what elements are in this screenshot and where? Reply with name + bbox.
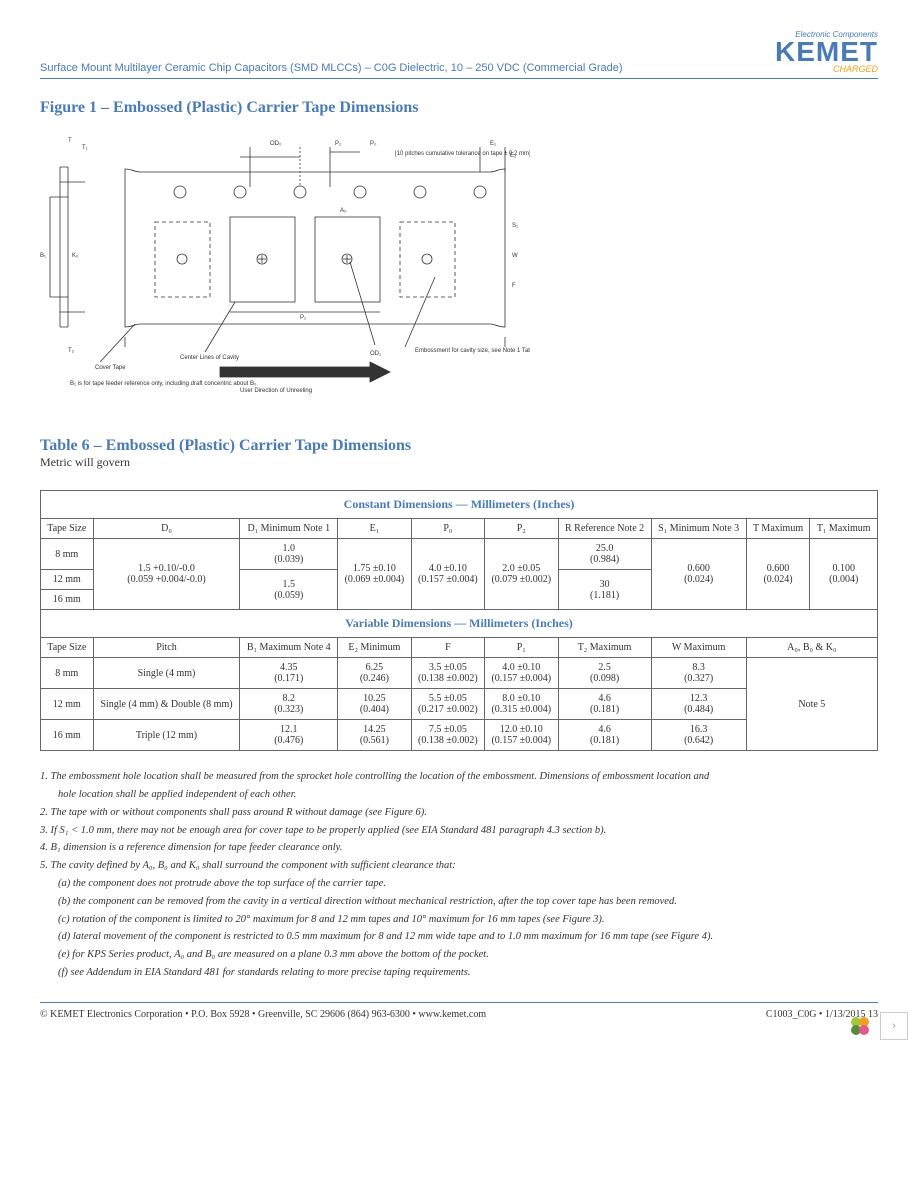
svg-text:P₁: P₁ <box>300 315 306 321</box>
note-4: 4. B₁ dimension is a reference dimension… <box>40 840 878 857</box>
next-page-button[interactable]: › <box>880 1012 908 1040</box>
svg-text:OD₀: OD₀ <box>270 141 282 147</box>
note-5: 5. The cavity defined by A₀, B₀ and K₀ s… <box>40 858 878 875</box>
footnotes: 1. The embossment hole location shall be… <box>40 769 878 982</box>
tape-diagram: TT₁ OD₀P₂P₀ [10 pitches cumulative toler… <box>40 127 530 407</box>
page-nav: › <box>848 1012 908 1040</box>
svg-text:A₀: A₀ <box>340 208 347 214</box>
svg-text:P₂: P₂ <box>335 141 342 147</box>
logo: Electronic Components KEMET CHARGED <box>775 30 878 74</box>
flower-icon <box>848 1014 872 1038</box>
note-1b: hole location shall be applied independe… <box>40 787 878 804</box>
variable-header-row: Tape Size Pitch B₁ Maximum Note 4 E₂ Min… <box>41 638 878 658</box>
figure-title: Figure 1 – Embossed (Plastic) Carrier Ta… <box>40 99 878 117</box>
table-title: Table 6 – Embossed (Plastic) Carrier Tap… <box>40 437 878 455</box>
svg-text:User Direction of Unreeling: User Direction of Unreeling <box>240 388 312 394</box>
svg-text:Embossment for cavity size, se: Embossment for cavity size, see Note 1 T… <box>415 348 530 354</box>
svg-text:B₁: B₁ <box>40 253 46 259</box>
constant-header-row: Tape Size D₀ D₁ Minimum Note 1 E₁ P₀ P₂ … <box>41 519 878 539</box>
svg-text:E₁: E₁ <box>490 141 496 147</box>
section1-header: Constant Dimensions — Millimeters (Inche… <box>41 491 878 519</box>
svg-text:P₀: P₀ <box>370 141 377 147</box>
svg-text:Center Lines of Cavity: Center Lines of Cavity <box>180 355 239 361</box>
note-3: 3. If S₁ < 1.0 mm, there may not be enou… <box>40 823 878 840</box>
table-row: 8 mm 1.5 +0.10/-0.0(0.059 +0.004/-0.0) 1… <box>41 539 878 570</box>
footer-left: © KEMET Electronics Corporation • P.O. B… <box>40 1009 486 1020</box>
page-footer: © KEMET Electronics Corporation • P.O. B… <box>40 1002 878 1020</box>
table-row: 8 mm Single (4 mm) 4.35(0.171) 6.25(0.24… <box>41 658 878 689</box>
page-header: Surface Mount Multilayer Ceramic Chip Ca… <box>40 30 878 79</box>
header-text: Surface Mount Multilayer Ceramic Chip Ca… <box>40 62 623 74</box>
dimensions-table: Constant Dimensions — Millimeters (Inche… <box>40 490 878 751</box>
note-5e: (e) for KPS Series product, A₀ and B₀ ar… <box>40 947 878 964</box>
note-5f: (f) see Addendum in EIA Standard 481 for… <box>40 965 878 982</box>
svg-text:T: T <box>68 138 72 144</box>
note-5a: (a) the component does not protrude abov… <box>40 876 878 893</box>
note-5c: (c) rotation of the component is limited… <box>40 912 878 929</box>
section2-header: Variable Dimensions — Millimeters (Inche… <box>41 610 878 638</box>
note-5d: (d) lateral movement of the component is… <box>40 929 878 946</box>
svg-text:T₁: T₁ <box>82 145 88 151</box>
table-subtitle: Metric will govern <box>40 455 878 470</box>
svg-text:W: W <box>512 253 518 259</box>
note-2: 2. The tape with or without components s… <box>40 805 878 822</box>
svg-text:T₂: T₂ <box>68 348 75 354</box>
note-1: 1. The embossment hole location shall be… <box>40 769 878 786</box>
svg-text:OD₁: OD₁ <box>370 351 381 357</box>
svg-text:F: F <box>512 283 516 289</box>
svg-text:E₂: E₂ <box>510 153 517 159</box>
note-5b: (b) the component can be removed from th… <box>40 894 878 911</box>
logo-main: KEMET <box>775 39 878 64</box>
svg-text:S₁: S₁ <box>512 223 518 229</box>
svg-text:K₀: K₀ <box>72 253 79 259</box>
svg-text:Cover Tape: Cover Tape <box>95 365 126 371</box>
svg-text:B₁ is for tape feeder referenc: B₁ is for tape feeder reference only, in… <box>70 381 257 387</box>
